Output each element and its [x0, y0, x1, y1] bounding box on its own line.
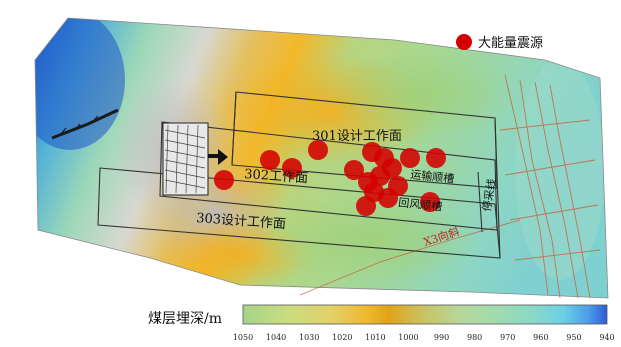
colorbar-title: 煤层埋深/m [148, 311, 222, 327]
advance-arrow-icon [208, 149, 228, 165]
terrain-surface [34, 17, 609, 299]
label-transport-roadway: 运输顺槽 [410, 167, 455, 186]
legend-label: 大能量震源 [478, 36, 543, 51]
colorbar-tick-label: 1000 [398, 333, 418, 342]
seismic-event-marker [260, 150, 280, 170]
label-face-302: 302工作面 [244, 167, 309, 186]
seismic-event-marker [426, 148, 446, 168]
seismic-event-marker [420, 192, 440, 212]
colorbar: 煤层埋深/m 1050 1040 1030 1020 1010 1000 990 980 970… [148, 304, 615, 342]
colorbar-tick-label: 1010 [365, 333, 385, 342]
contour-lines [299, 74, 601, 299]
legend: 大能量震源 [456, 34, 543, 51]
colorbar-tick-label: 1020 [332, 333, 352, 342]
colorbar-tick-label: 970 [500, 333, 515, 342]
colorbar-tick-label: 1040 [266, 333, 286, 342]
label-stop-line: 停采线 [479, 178, 499, 213]
seismic-event-marker [308, 140, 328, 160]
seismic-event-marker [378, 188, 398, 208]
colorbar-tick-label: 980 [467, 333, 482, 342]
seismic-event-marker [400, 148, 420, 168]
colorbar-tick-label: 950 [566, 333, 581, 342]
high-energy-events [214, 140, 446, 216]
label-face-303: 303设计工作面 [196, 211, 287, 232]
colorbar-tick-label: 1030 [299, 333, 319, 342]
label-face-301: 301设计工作面 [312, 129, 402, 144]
colorbar-tick-label: 990 [434, 333, 449, 342]
colorbar-tick-label: 960 [533, 333, 548, 342]
label-return-roadway: 回风顺槽 [398, 196, 443, 214]
workface-outlines [97, 91, 501, 259]
colorbar-gradient [242, 304, 608, 325]
goaf-area [162, 122, 209, 196]
seismic-event-marker [382, 158, 402, 178]
colorbar-tick-label: 1050 [233, 333, 253, 342]
colorbar-tick-label: 940 [599, 333, 614, 342]
seismic-event-marker [356, 196, 376, 216]
seismic-event-marker [344, 160, 364, 180]
legend-marker-icon [456, 34, 472, 50]
fault-line [51, 108, 119, 140]
seismic-event-marker [214, 170, 234, 190]
seismic-event-marker [282, 158, 302, 178]
